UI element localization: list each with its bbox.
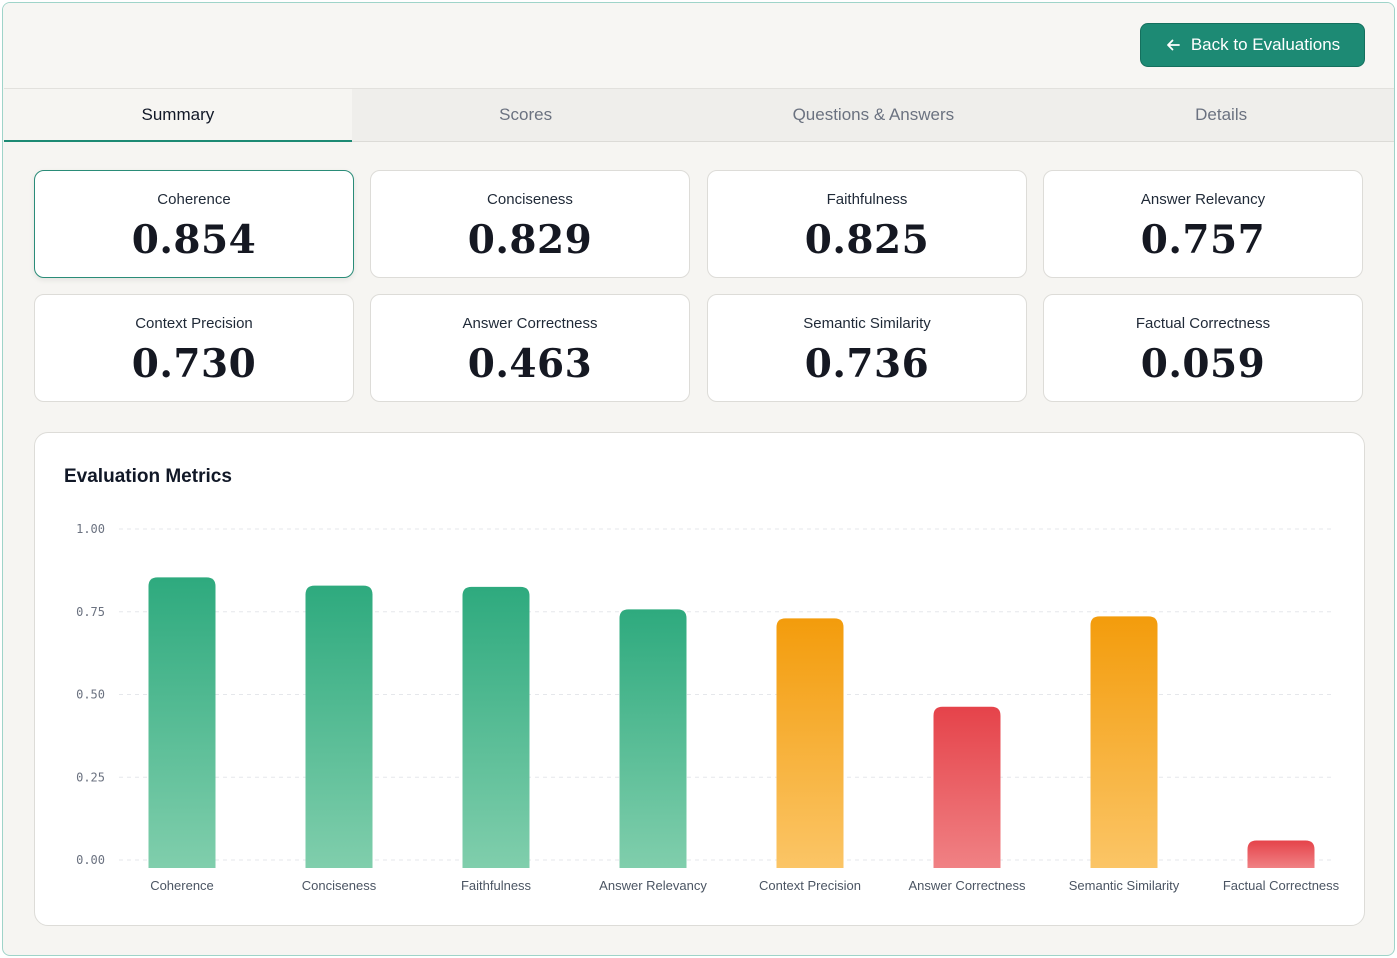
y-tick-label: 0.25 <box>76 770 105 784</box>
tab-summary[interactable]: Summary <box>4 89 352 142</box>
bar-answer-relevancy[interactable] <box>619 609 687 868</box>
metric-card-semantic-similarity[interactable]: Semantic Similarity 0.736 <box>707 294 1027 402</box>
metric-label: Semantic Similarity <box>803 315 931 332</box>
y-tick-label: 0.75 <box>76 605 105 619</box>
metric-value: 0.463 <box>467 341 593 387</box>
back-button-label: Back to Evaluations <box>1190 35 1341 54</box>
metric-card-coherence[interactable]: Coherence 0.854 <box>34 170 354 278</box>
x-tick-label: Factual Correctness <box>1223 878 1340 893</box>
bar-faithfulness[interactable] <box>462 586 530 868</box>
metric-value: 0.829 <box>467 217 593 263</box>
metric-card-context-precision[interactable]: Context Precision 0.730 <box>34 294 354 402</box>
bar-factual-correctness[interactable] <box>1247 840 1315 868</box>
x-tick-label: Conciseness <box>302 878 377 893</box>
metric-label: Answer Correctness <box>462 315 598 332</box>
tab-details[interactable]: Details <box>1195 105 1248 124</box>
x-tick-label: Context Precision <box>759 878 861 893</box>
metric-card-conciseness[interactable]: Conciseness 0.829 <box>370 170 690 278</box>
top-bar: Back to Evaluations <box>3 3 1394 88</box>
chart-title: Evaluation Metrics <box>64 466 232 487</box>
y-tick-label: 0.00 <box>76 853 105 867</box>
y-tick-label: 0.50 <box>76 688 105 702</box>
metric-value: 0.825 <box>804 217 930 263</box>
x-tick-label: Coherence <box>150 878 214 893</box>
bar-answer-correctness[interactable] <box>933 706 1001 868</box>
metric-card-faithfulness[interactable]: Faithfulness 0.825 <box>707 170 1027 278</box>
tab-bar: Summary Scores Questions & Answers Detai… <box>4 88 1394 142</box>
bar-coherence[interactable] <box>148 577 216 868</box>
evaluation-metrics-chart-panel: Evaluation Metrics 1.00 0.75 0.50 0.25 0.00 C… <box>34 432 1365 926</box>
metric-label: Answer Relevancy <box>1140 191 1266 208</box>
metric-label: Conciseness <box>487 191 573 208</box>
metric-card-answer-correctness[interactable]: Answer Correctness 0.463 <box>370 294 690 402</box>
metric-label: Factual Correctness <box>1135 315 1271 332</box>
metric-value: 0.757 <box>1140 217 1266 263</box>
bar-context-precision[interactable] <box>776 618 844 868</box>
arrow-left-icon <box>1166 39 1180 51</box>
metric-card-factual-correctness[interactable]: Factual Correctness 0.059 <box>1043 294 1363 402</box>
metric-value: 0.854 <box>131 217 257 263</box>
tab-scores[interactable]: Scores <box>499 105 553 124</box>
bar-semantic-similarity[interactable] <box>1090 616 1158 868</box>
evaluation-metrics-chart: 1.00 0.75 0.50 0.25 0.00 Coherence Conciseness… <box>76 522 1340 893</box>
metric-label: Context Precision <box>135 315 253 332</box>
x-tick-label: Semantic Similarity <box>1069 878 1180 893</box>
back-to-evaluations-button[interactable]: Back to Evaluations <box>1140 23 1365 67</box>
x-tick-label: Faithfulness <box>461 878 532 893</box>
metric-value: 0.059 <box>1140 341 1266 387</box>
metric-value: 0.736 <box>804 341 930 387</box>
metric-value: 0.730 <box>131 341 257 387</box>
x-tick-label: Answer Relevancy <box>599 878 707 893</box>
metric-card-answer-relevancy[interactable]: Answer Relevancy 0.757 <box>1043 170 1363 278</box>
metric-label: Coherence <box>157 191 231 208</box>
y-tick-label: 1.00 <box>76 522 105 536</box>
bar-conciseness[interactable] <box>305 585 373 868</box>
metric-label: Faithfulness <box>826 191 908 208</box>
x-tick-label: Answer Correctness <box>908 878 1026 893</box>
tab-questions-answers[interactable]: Questions & Answers <box>792 105 955 124</box>
